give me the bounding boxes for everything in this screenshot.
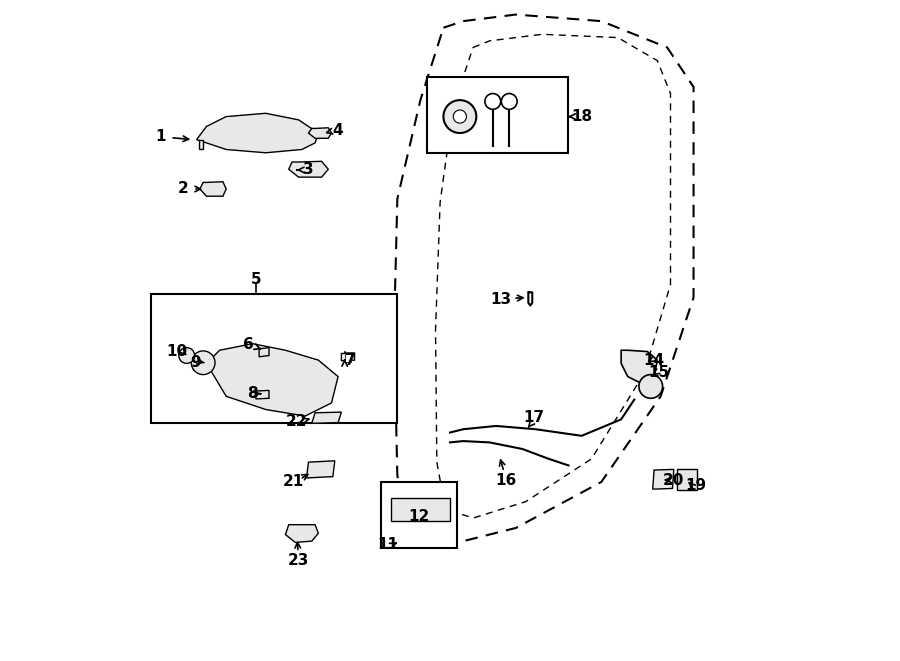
Text: 19: 19 (686, 478, 706, 492)
Polygon shape (345, 352, 351, 362)
Text: 12: 12 (409, 508, 429, 524)
Text: 1: 1 (155, 129, 166, 144)
Text: 13: 13 (491, 292, 512, 307)
Text: 20: 20 (663, 473, 685, 488)
Polygon shape (259, 348, 269, 357)
Polygon shape (256, 391, 269, 399)
Circle shape (501, 94, 518, 109)
Circle shape (639, 375, 662, 399)
Polygon shape (307, 461, 335, 478)
Text: 22: 22 (286, 414, 308, 429)
Circle shape (179, 348, 194, 364)
Text: 18: 18 (572, 109, 592, 124)
Text: 10: 10 (166, 344, 187, 359)
Text: 21: 21 (283, 475, 304, 489)
Circle shape (485, 94, 500, 109)
Text: 2: 2 (178, 182, 189, 196)
Polygon shape (309, 128, 331, 138)
Text: 16: 16 (495, 473, 517, 488)
Circle shape (454, 110, 466, 123)
Polygon shape (206, 344, 338, 416)
Polygon shape (652, 469, 674, 489)
Text: 14: 14 (644, 353, 664, 368)
Circle shape (192, 351, 215, 375)
Bar (381, 482, 456, 548)
Polygon shape (200, 182, 226, 196)
Bar (150, 294, 397, 422)
Polygon shape (621, 350, 657, 383)
Text: 9: 9 (190, 354, 201, 369)
Text: 6: 6 (243, 338, 253, 352)
Text: 4: 4 (333, 123, 344, 138)
Polygon shape (391, 498, 450, 522)
Polygon shape (196, 113, 319, 153)
Text: 15: 15 (649, 365, 670, 380)
Polygon shape (341, 353, 355, 361)
Polygon shape (285, 525, 319, 543)
Polygon shape (677, 469, 697, 490)
Bar (427, 77, 569, 153)
Text: 5: 5 (250, 272, 261, 287)
Polygon shape (311, 412, 341, 423)
Text: 3: 3 (303, 163, 314, 177)
Polygon shape (289, 161, 328, 177)
Polygon shape (199, 139, 203, 149)
Text: 7: 7 (345, 352, 356, 368)
Circle shape (444, 100, 476, 133)
Text: 23: 23 (288, 553, 310, 568)
Text: 8: 8 (248, 385, 257, 401)
Text: 11: 11 (377, 537, 398, 552)
Text: 17: 17 (524, 410, 544, 425)
